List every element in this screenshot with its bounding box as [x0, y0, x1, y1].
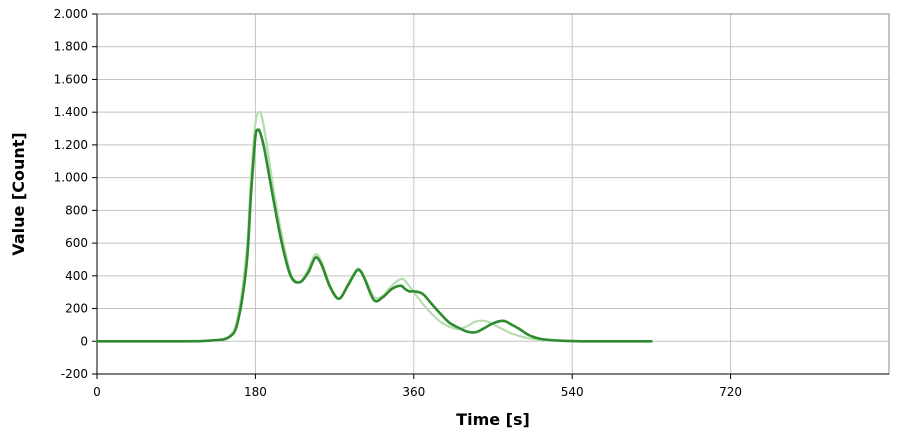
series-line-1 — [95, 110, 627, 343]
y-tick-label: 600 — [65, 236, 88, 250]
y-axis-title: Value [Count] — [9, 132, 28, 255]
x-axis-title: Time [s] — [456, 410, 530, 429]
tick-labels: -200 0 200 400 600 800 1.000 1.200 1.400 1.600 1.8… — [54, 7, 742, 399]
y-tick-label: 1.800 — [54, 40, 88, 54]
series-line-2 — [95, 128, 653, 343]
y-tick-label: 1.000 — [54, 171, 88, 185]
x-tick-label: 720 — [719, 385, 742, 399]
y-tick-label: 2.000 — [54, 7, 88, 21]
x-tick-label: 360 — [402, 385, 425, 399]
y-tick-label: -200 — [61, 367, 88, 381]
y-tick-label: 1.200 — [54, 138, 88, 152]
data-series — [95, 110, 653, 343]
x-tick-label: 180 — [244, 385, 267, 399]
x-tick-label: 0 — [93, 385, 101, 399]
y-tick-label: 1.400 — [54, 105, 88, 119]
y-tick-label: 1.600 — [54, 72, 88, 86]
plot-area-border — [96, 13, 890, 375]
x-tick-label: 540 — [561, 385, 584, 399]
grid-lines — [96, 13, 889, 375]
axes — [92, 13, 889, 379]
y-tick-label: 0 — [80, 334, 88, 348]
y-tick-label: 400 — [65, 269, 88, 283]
y-tick-label: 800 — [65, 203, 88, 217]
y-tick-label: 200 — [65, 302, 88, 316]
